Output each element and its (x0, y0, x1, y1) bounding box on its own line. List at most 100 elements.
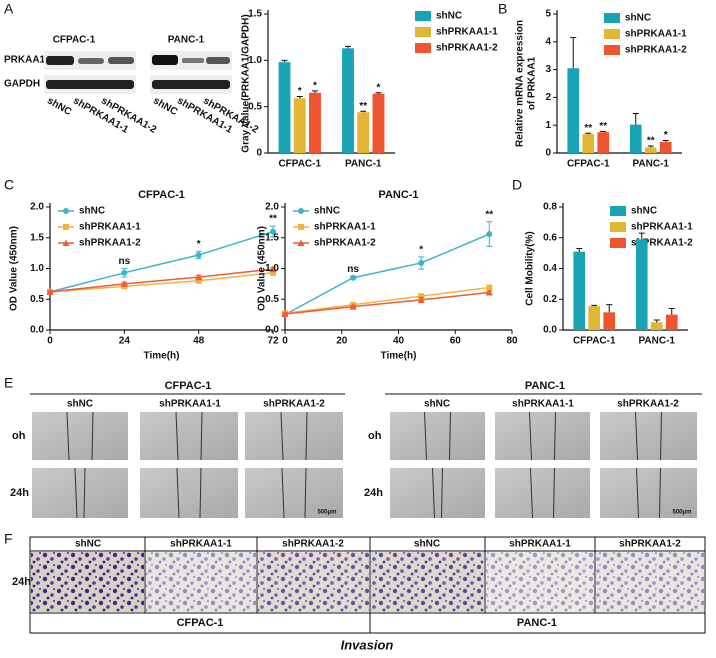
bar (372, 93, 385, 153)
wound-image (32, 412, 128, 460)
significance: ** (599, 121, 607, 132)
legend-marker (298, 208, 304, 214)
marker (270, 269, 276, 276)
wound-edge (83, 467, 86, 519)
x-tick-label: CFPAC-1 (573, 336, 616, 347)
x-tick-label: 0 (282, 336, 288, 347)
significance: ** (584, 123, 592, 134)
marker (195, 277, 202, 284)
row-label: 24h (364, 487, 383, 499)
significance: ** (485, 209, 493, 220)
wound-edge (530, 467, 533, 519)
bar (635, 239, 648, 330)
x-tick-label: 48 (193, 336, 205, 347)
significance: * (664, 130, 668, 141)
wound-image (140, 468, 238, 518)
y-tick-label: 2.0 (30, 202, 44, 213)
x-tick-label: 80 (506, 336, 518, 347)
legend-label: shNC (436, 11, 462, 22)
significance: ** (269, 214, 277, 225)
legend-label: shPRKAA1-2 (436, 43, 498, 54)
legend-label: shNC (625, 13, 651, 24)
legend-label: shPRKAA1-2 (314, 238, 376, 249)
legend-swatch (415, 11, 431, 21)
y-tick-label: 1.5 (30, 232, 44, 243)
wound-edge (305, 411, 308, 461)
group-header: PANC-1 (517, 617, 557, 629)
legend-label: shPRKAA1-2 (631, 238, 693, 249)
x-axis-label: Time(h) (381, 351, 417, 362)
line (49, 230, 274, 293)
column-header: shPRKAA1-2 (263, 399, 325, 410)
bar (342, 48, 354, 153)
significance: ** (647, 136, 655, 147)
marker (418, 293, 425, 300)
marker (486, 231, 493, 238)
legend-swatch (415, 27, 431, 37)
wound-image (245, 412, 343, 460)
band (152, 80, 230, 89)
wound-edge (529, 411, 532, 461)
wound-edge (281, 467, 285, 519)
legend-label: shPRKAA1-2 (625, 45, 687, 56)
wound-edge (553, 467, 555, 519)
error-bar (653, 319, 660, 323)
line (49, 268, 274, 293)
wound-edge (636, 467, 639, 519)
significance: ns (118, 256, 130, 267)
wound-image (600, 468, 697, 518)
bar (567, 68, 580, 153)
marker (120, 280, 128, 287)
y-tick-label: 0.0 (265, 325, 279, 336)
significance: * (298, 86, 302, 97)
error-bar (662, 139, 669, 142)
panel-letter: F (4, 531, 13, 547)
chart-title: PANC-1 (378, 189, 418, 201)
band (108, 57, 134, 64)
wound-edge (176, 467, 180, 519)
legend-swatch (415, 43, 431, 53)
y-tick-label: 0.8 (543, 202, 557, 213)
wound-image (32, 468, 128, 518)
wound-edge (280, 411, 284, 461)
y-tick-label: 0 (545, 148, 551, 159)
wound-images (32, 411, 697, 519)
legend-label: shPRKAA1-1 (314, 222, 376, 233)
column-header: shPRKAA1-1 (512, 399, 574, 410)
y-tick-label: 2.0 (265, 202, 279, 213)
error-bar (345, 45, 352, 49)
y-tick-label: 1.0 (30, 263, 44, 274)
lane-label: shNC (45, 95, 73, 118)
column-header: shNC (75, 539, 101, 550)
marker (46, 288, 54, 295)
legend-label: shPRKAA1-1 (631, 222, 693, 233)
legend-label: shPRKAA1-2 (79, 238, 141, 249)
x-tick-label: 40 (393, 336, 405, 347)
wound-image (390, 468, 485, 518)
band (206, 57, 230, 64)
wound-edge (200, 411, 203, 461)
column-header: shPRKAA1-1 (509, 539, 571, 550)
group-header: CFPAC-1 (165, 380, 212, 392)
bar (278, 62, 291, 153)
blot-row: GAPDH (4, 79, 40, 90)
group-header: PANC-1 (525, 380, 565, 392)
line (284, 291, 490, 315)
y-axis-label: OD Value (450nm) (9, 226, 20, 311)
legend-label: shNC (79, 206, 105, 217)
wound-edge (659, 467, 661, 519)
x-tick-label: CFPAC-1 (278, 159, 321, 170)
x-tick-label: 0 (47, 336, 53, 347)
y-axis-label: Gray Value(PRKAA1/GAPDH) (241, 14, 252, 152)
significance: * (377, 82, 381, 93)
marker (270, 228, 276, 235)
error-bar (600, 130, 607, 133)
bar (293, 98, 306, 153)
legend-label: shPRKAA1-1 (79, 222, 141, 233)
band (46, 56, 74, 65)
panel-letter: B (498, 1, 507, 17)
error-bar (585, 132, 592, 135)
bar (665, 314, 678, 330)
wound-edge (66, 411, 70, 461)
y-tick-label: 1.5 (265, 232, 279, 243)
